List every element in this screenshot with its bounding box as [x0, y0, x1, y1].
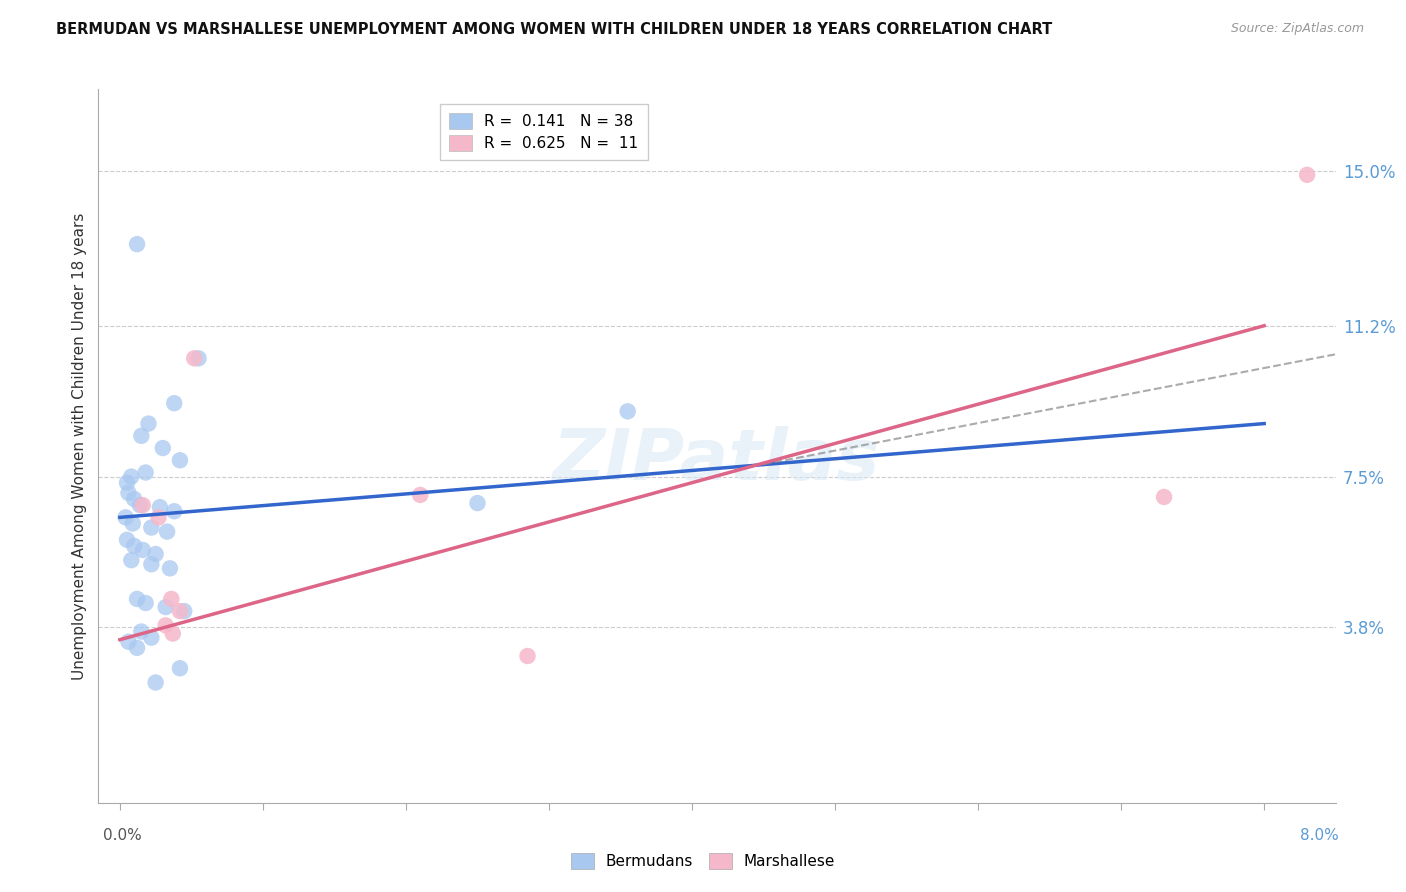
Point: [1296, 168, 1319, 182]
Point: [149, 500, 172, 515]
Point: [132, 498, 155, 512]
Text: 8.0%: 8.0%: [1299, 828, 1339, 843]
Point: [138, 417, 160, 431]
Point: [152, 441, 174, 455]
Point: [409, 488, 432, 502]
Point: [155, 600, 177, 615]
Point: [616, 404, 638, 418]
Text: BERMUDAN VS MARSHALLESE UNEMPLOYMENT AMONG WOMEN WITH CHILDREN UNDER 18 YEARS CO: BERMUDAN VS MARSHALLESE UNEMPLOYMENT AMO…: [56, 22, 1053, 37]
Point: [120, 469, 142, 483]
Point: [129, 498, 152, 512]
Point: [132, 543, 155, 558]
Point: [169, 661, 191, 675]
Text: 0.0%: 0.0%: [103, 828, 142, 843]
Point: [141, 520, 163, 534]
Point: [155, 618, 177, 632]
Point: [169, 453, 191, 467]
Point: [125, 591, 148, 606]
Point: [131, 624, 153, 639]
Point: [159, 561, 181, 575]
Point: [163, 504, 186, 518]
Text: Source: ZipAtlas.com: Source: ZipAtlas.com: [1230, 22, 1364, 36]
Point: [120, 553, 142, 567]
Point: [122, 491, 145, 506]
Point: [163, 396, 186, 410]
Point: [117, 486, 139, 500]
Y-axis label: Unemployment Among Women with Children Under 18 years: Unemployment Among Women with Children U…: [72, 212, 87, 680]
Point: [115, 533, 138, 547]
Text: ZIPatlas: ZIPatlas: [554, 425, 880, 495]
Point: [125, 237, 148, 252]
Point: [145, 675, 167, 690]
Point: [115, 475, 138, 490]
Point: [125, 640, 148, 655]
Point: [141, 558, 163, 572]
Point: [1153, 490, 1175, 504]
Legend: Bermudans, Marshallese: Bermudans, Marshallese: [565, 847, 841, 875]
Point: [467, 496, 489, 510]
Point: [122, 539, 145, 553]
Legend: R =  0.141   N = 38, R =  0.625   N =  11: R = 0.141 N = 38, R = 0.625 N = 11: [440, 104, 648, 161]
Point: [183, 351, 205, 366]
Point: [162, 626, 184, 640]
Point: [117, 634, 139, 648]
Point: [187, 351, 209, 366]
Point: [145, 547, 167, 561]
Point: [135, 596, 157, 610]
Point: [173, 604, 195, 618]
Point: [516, 648, 538, 663]
Point: [148, 510, 170, 524]
Point: [156, 524, 179, 539]
Point: [160, 591, 183, 606]
Point: [135, 466, 157, 480]
Point: [131, 429, 153, 443]
Point: [141, 631, 163, 645]
Point: [114, 510, 136, 524]
Point: [169, 604, 191, 618]
Point: [121, 516, 143, 531]
